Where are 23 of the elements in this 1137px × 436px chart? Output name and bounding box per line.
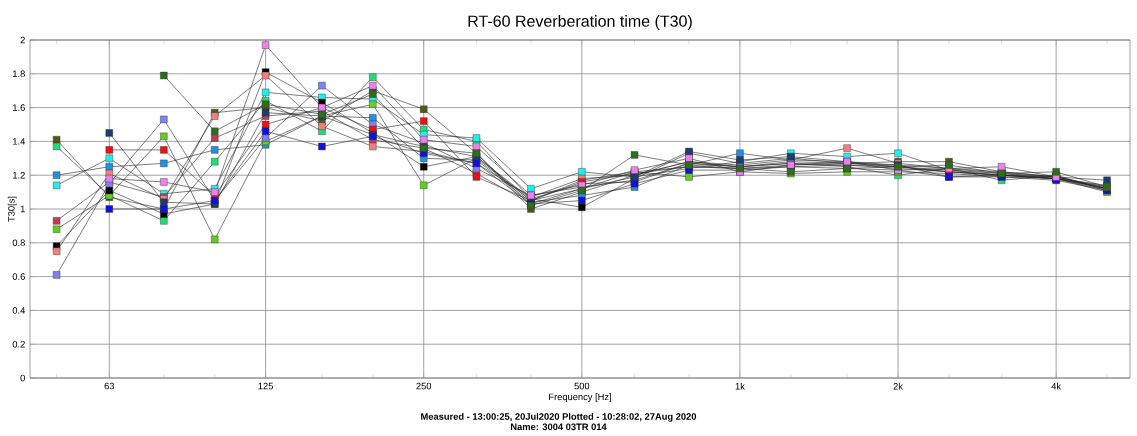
x-tick-label: 2k xyxy=(893,382,903,390)
x-tick-label: 1k xyxy=(735,382,745,390)
x-tick-label: 4k xyxy=(1051,382,1062,390)
y-tick-label: 0.2 xyxy=(12,340,25,348)
y-tick-label: 0.8 xyxy=(12,239,25,247)
chart-title: RT-60 Reverberation time (T30) xyxy=(468,15,692,30)
x-tick-label: 63 xyxy=(104,382,115,390)
y-tick-label: 1.6 xyxy=(13,104,25,111)
text: Name: 3004 03TR 014 xyxy=(510,423,607,431)
x-tick-label: 500 xyxy=(574,382,590,390)
y-tick-label: 1 xyxy=(20,205,25,213)
y-tick-label: 2 xyxy=(20,36,25,44)
y-tick-label: 0.4 xyxy=(12,307,26,314)
x-tick-label: 125 xyxy=(258,382,273,390)
y-axis-title: T30[s] xyxy=(7,196,17,222)
y-tick-label: 1.2 xyxy=(13,171,25,179)
x-tick-label: 250 xyxy=(416,382,432,390)
x-axis-title: Frequency [Hz] xyxy=(549,393,611,402)
y-tick-label: 0 xyxy=(20,374,25,382)
y-tick-label: 1.4 xyxy=(13,138,26,145)
y-tick-label: 0.6 xyxy=(12,273,25,280)
y-tick-label: 1.8 xyxy=(13,70,25,78)
text: Measured - 13:00:25, 20Jul2020 Plotted - 10:28:02, 27Aug 2020 xyxy=(421,412,697,422)
